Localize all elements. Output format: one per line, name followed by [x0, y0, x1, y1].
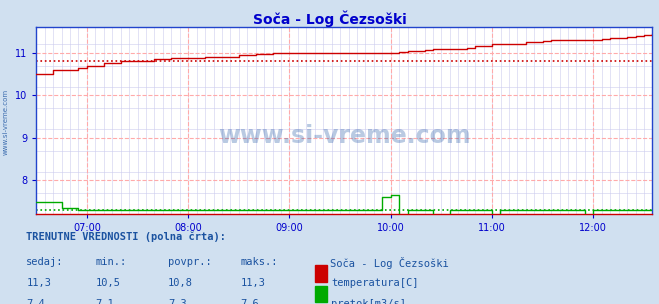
Text: sedaj:: sedaj: — [26, 257, 64, 267]
Text: 10,8: 10,8 — [168, 278, 193, 288]
Text: temperatura[C]: temperatura[C] — [331, 278, 419, 288]
Text: 7,3: 7,3 — [168, 299, 186, 304]
Text: www.si-vreme.com: www.si-vreme.com — [218, 124, 471, 148]
Text: Soča - Log Čezsoški: Soča - Log Čezsoški — [252, 11, 407, 27]
Text: 7,1: 7,1 — [96, 299, 114, 304]
Text: 10,5: 10,5 — [96, 278, 121, 288]
Text: www.si-vreme.com: www.si-vreme.com — [2, 88, 9, 155]
Text: pretok[m3/s]: pretok[m3/s] — [331, 299, 407, 304]
Text: TRENUTNE VREDNOSTI (polna črta):: TRENUTNE VREDNOSTI (polna črta): — [26, 231, 226, 242]
Text: 7,4: 7,4 — [26, 299, 45, 304]
Text: 11,3: 11,3 — [26, 278, 51, 288]
Text: 7,6: 7,6 — [241, 299, 259, 304]
Text: povpr.:: povpr.: — [168, 257, 212, 267]
Text: maks.:: maks.: — [241, 257, 278, 267]
Text: 11,3: 11,3 — [241, 278, 266, 288]
Text: min.:: min.: — [96, 257, 127, 267]
Text: Soča - Log Čezsoški: Soča - Log Čezsoški — [330, 257, 448, 269]
